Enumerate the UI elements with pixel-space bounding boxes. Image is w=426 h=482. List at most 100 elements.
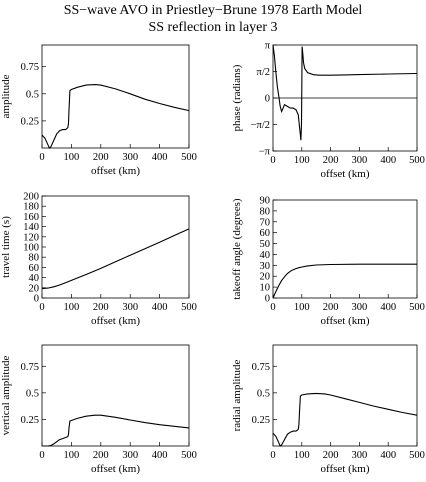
x-tick-label: 400 [380, 450, 396, 461]
x-tick-label: 400 [152, 450, 168, 461]
x-tick-label: 100 [64, 450, 80, 461]
figure-title: SS−wave AVO in Priestley−Brune 1978 Eart… [64, 3, 363, 18]
x-tick-label: 400 [152, 152, 168, 163]
y-tick-label: 160 [23, 212, 39, 223]
x-tick-label: 0 [270, 450, 275, 461]
plot-frame [41, 44, 190, 149]
y-tick-label: 0.75 [21, 362, 39, 373]
y-tick-label: 20 [260, 272, 271, 283]
y-tick-label: 80 [260, 206, 271, 217]
y-tick-label: 40 [29, 273, 40, 284]
x-tick-label: 500 [181, 450, 197, 461]
x-tick-label: 0 [39, 302, 44, 313]
x-tick-label: 0 [39, 450, 44, 461]
x-tick-label: 200 [93, 450, 109, 461]
y-tick-label: 10 [260, 283, 271, 294]
x-tick-label: 300 [122, 152, 138, 163]
y-tick-label: 0.25 [21, 116, 39, 127]
x-tick-label: 100 [294, 155, 310, 166]
x-tick-label: 0 [39, 152, 44, 163]
y-tick-label: 0.75 [21, 62, 39, 73]
x-tick-label: 200 [93, 302, 109, 313]
y-tick-label: 60 [29, 263, 40, 274]
panel-takeoff-angle: 0 100 200 300 400 5000102030405060708090offse… [231, 196, 425, 328]
y-tick-label: 0.5 [257, 388, 270, 399]
x-tick-label: 100 [64, 152, 80, 163]
y-tick-label: 90 [260, 196, 271, 207]
x-tick-label: 400 [380, 302, 396, 313]
y-axis-label: takeoff angle (degrees) [231, 198, 243, 300]
x-tick-label: 200 [323, 155, 339, 166]
panel-radial-amplitude: 0 100 200 300 400 500 0.25 0.5 0.75 offset (km) ra… [231, 344, 425, 475]
x-tick-label: 0 [270, 155, 275, 166]
y-tick-label: 0.5 [26, 89, 39, 100]
panel-travel-time: 0 100 200 300 400 500020406080100120140160180… [0, 192, 197, 328]
y-tick-label: 180 [23, 202, 39, 213]
series-line [272, 392, 418, 447]
y-tick-label: 0.5 [26, 388, 39, 399]
x-tick-label: 400 [152, 302, 168, 313]
y-tick-label: 40 [260, 250, 271, 261]
x-axis-label: offset (km) [321, 315, 370, 327]
x-tick-label: 100 [294, 450, 310, 461]
y-axis-label: travel time (s) [0, 216, 12, 278]
y-axis-label: radial amplitude [231, 359, 243, 431]
y-tick-label: 0 [34, 294, 39, 305]
y-tick-label: 80 [29, 253, 40, 264]
y-tick-label: 0 [265, 294, 270, 305]
x-axis-label: offset (km) [91, 315, 140, 327]
x-tick-label: 300 [352, 450, 368, 461]
panel-vertical-amplitude: 0 100 200 300 400 500 0.25 0.5 0.75 offset (km) ve… [0, 344, 197, 475]
y-tick-label: 140 [23, 222, 39, 233]
y-tick-label: π [265, 41, 271, 52]
series-line [272, 44, 418, 141]
series-line [41, 84, 190, 149]
x-tick-label: 0 [270, 302, 275, 313]
series-line [41, 228, 190, 290]
plot-frame [272, 344, 418, 447]
x-tick-label: 500 [409, 302, 425, 313]
x-tick-label: 500 [181, 302, 197, 313]
y-tick-label: 0.75 [252, 362, 270, 373]
plot-frame [272, 199, 418, 299]
series-line [42, 414, 190, 447]
x-axis-label: offset (km) [91, 165, 140, 177]
x-tick-label: 300 [352, 302, 368, 313]
y-tick-label: 0.25 [252, 415, 270, 426]
panel-phase: 0 100 200 300 400 500 π π/2 0 −π/2 −π offset (km) ph… [231, 41, 425, 181]
x-tick-label: 100 [64, 302, 80, 313]
plot-frame [41, 344, 190, 447]
x-tick-label: 300 [352, 155, 368, 166]
y-tick-label: 100 [23, 243, 39, 254]
y-axis-label: amplitude [0, 74, 12, 118]
y-tick-label: 200 [23, 192, 39, 203]
x-tick-label: 500 [409, 155, 425, 166]
y-tick-label: 30 [260, 261, 271, 272]
x-tick-label: 100 [294, 302, 310, 313]
panel-amplitude: 0 100 200 300 400 500 0.25 0.5 0.75 offset (km) am… [0, 44, 197, 177]
x-tick-label: 500 [409, 450, 425, 461]
x-tick-label: 200 [323, 302, 339, 313]
y-tick-label: −π [259, 147, 271, 158]
figure-subtitle: SS reflection in layer 3 [148, 20, 277, 35]
x-tick-label: 400 [380, 155, 396, 166]
y-tick-label: 0.25 [21, 415, 39, 426]
y-tick-label: 50 [260, 239, 271, 250]
x-tick-label: 500 [181, 152, 197, 163]
y-tick-label: π/2 [257, 67, 270, 78]
x-tick-label: 200 [323, 450, 339, 461]
y-tick-label: 120 [23, 232, 39, 243]
x-tick-label: 200 [93, 152, 109, 163]
x-axis-label: offset (km) [321, 463, 370, 475]
y-tick-label: 70 [260, 217, 271, 228]
x-tick-label: 300 [122, 450, 138, 461]
x-axis-label: offset (km) [91, 463, 140, 475]
y-axis-label: phase (radians) [231, 64, 243, 131]
y-axis-label: vertical amplitude [0, 356, 12, 436]
y-tick-label: 60 [260, 228, 271, 239]
x-tick-label: 300 [122, 302, 138, 313]
y-tick-label: 20 [29, 283, 40, 294]
series-line [272, 263, 417, 299]
